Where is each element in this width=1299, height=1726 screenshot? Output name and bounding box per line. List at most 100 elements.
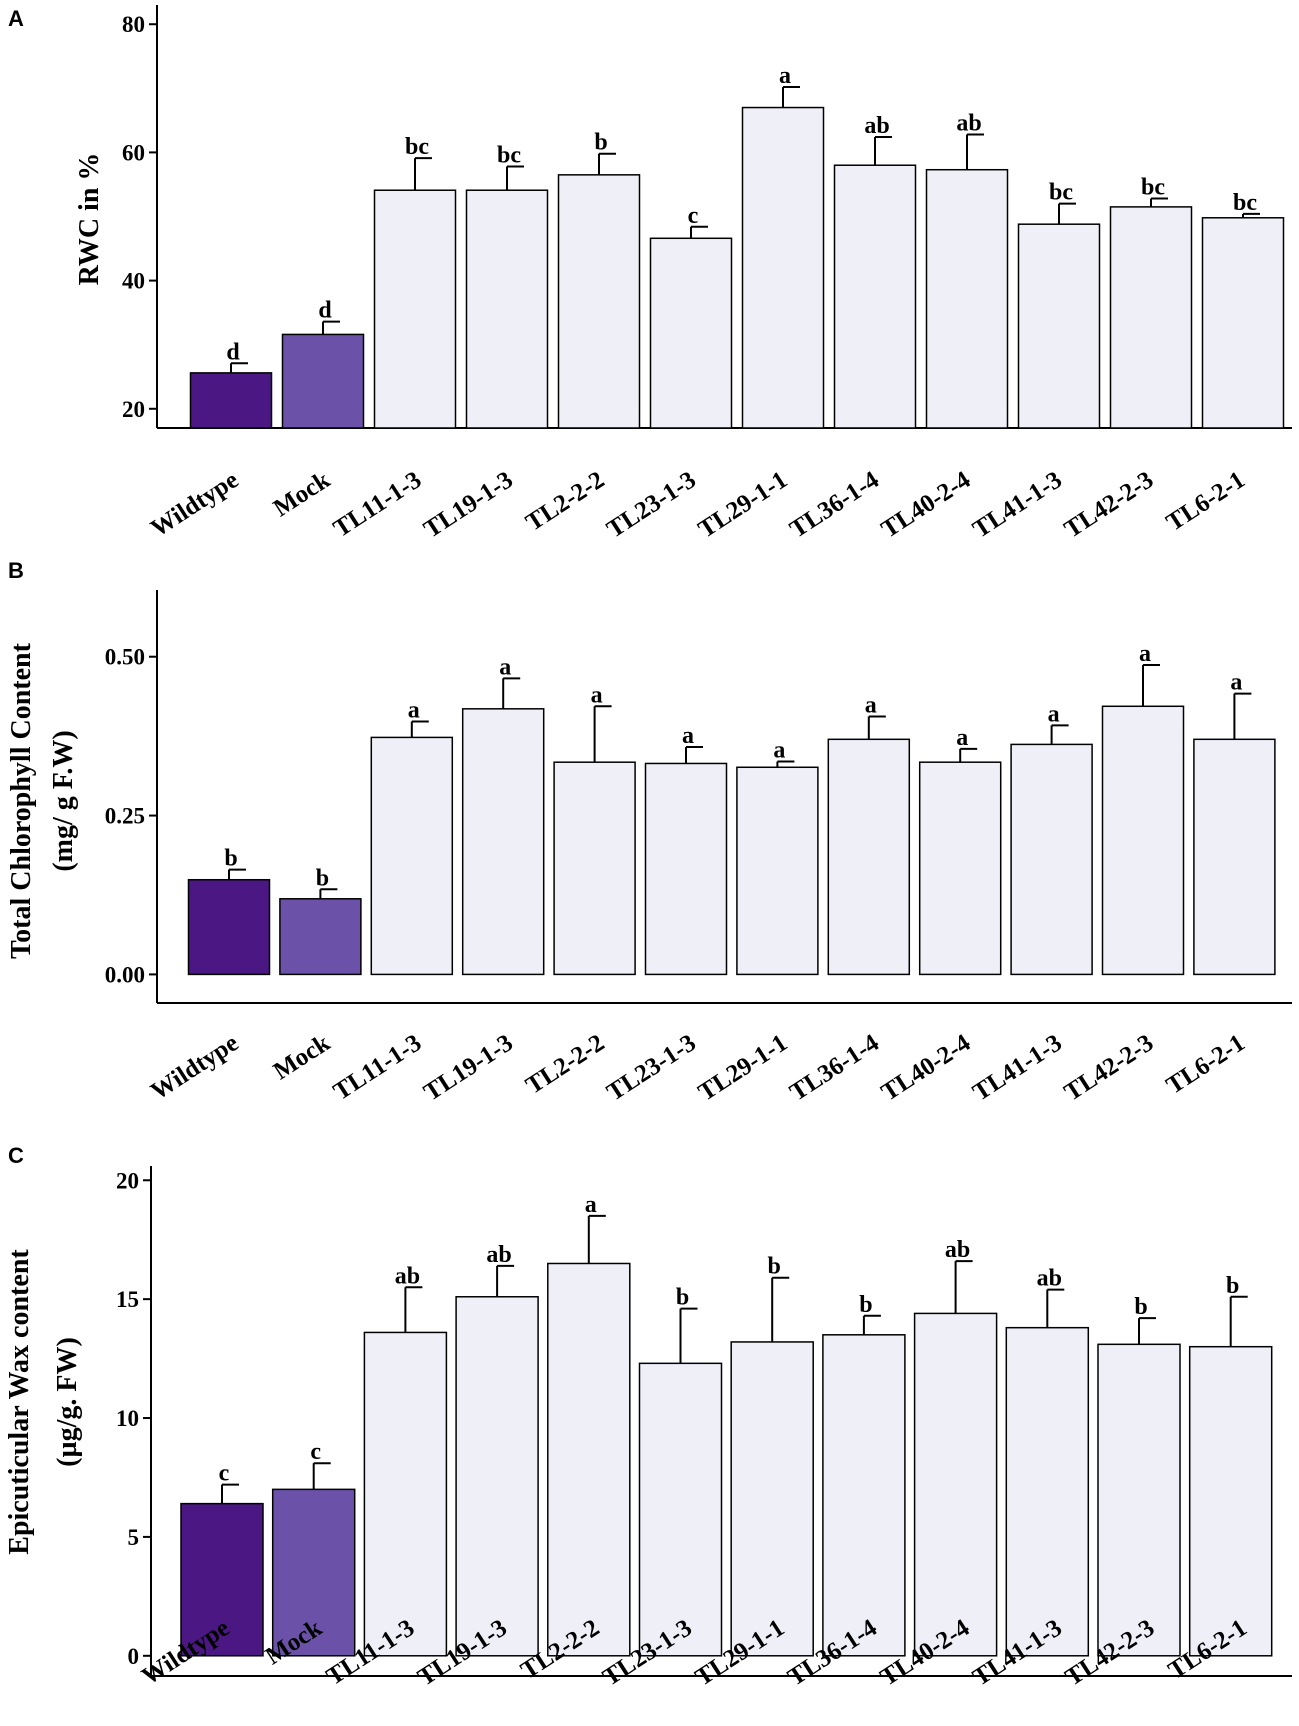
y-axis-title: Total Chlorophyll Content [6, 642, 37, 959]
category-label: TL6-2-1 [1162, 1029, 1250, 1099]
category-label: TL2-2-2 [521, 466, 609, 536]
category-label: TL19-1-3 [419, 1029, 518, 1106]
panel-letter: C [8, 1143, 24, 1168]
bar-tl11-1-3 [370, 736, 454, 976]
bar-tl2-2-2 [553, 761, 636, 976]
y-tick-label: 0.25 [105, 804, 145, 829]
y-tick-label: 20 [116, 1168, 139, 1193]
significance-letter: b [316, 865, 329, 891]
significance-letter: ab [956, 110, 981, 136]
category-label: TL11-1-3 [329, 466, 426, 542]
y-axis-subtitle: (µg/g. FW) [52, 1337, 83, 1467]
bar-tl40-2-4 [925, 168, 1009, 429]
bar-tl2-2-2 [547, 1262, 631, 1657]
significance-letter: bc [1233, 190, 1257, 216]
y-tick-label: 0 [128, 1644, 140, 1669]
category-label: TL36-1-4 [785, 1029, 884, 1106]
significance-letter: b [676, 1285, 689, 1311]
bar-tl36-1-4 [827, 738, 911, 976]
category-label: TL42-2-3 [1060, 1029, 1159, 1106]
significance-letter: c [688, 203, 699, 229]
bar-wildtype [187, 878, 271, 976]
significance-letter: b [594, 130, 607, 156]
significance-letter: bc [405, 134, 429, 160]
bar-tl11-1-3 [373, 189, 457, 429]
bar-tl42-2-3 [1109, 206, 1193, 429]
category-label: TL41-1-3 [968, 1029, 1067, 1106]
category-label: Wildtype [146, 466, 243, 542]
y-tick-label: 5 [128, 1525, 140, 1550]
significance-letter: ab [864, 113, 889, 139]
significance-letter: a [1048, 701, 1060, 727]
y-tick-label: 80 [122, 12, 145, 37]
significance-letter: ab [486, 1242, 511, 1268]
significance-letter: b [768, 1254, 781, 1280]
bar-tl2-2-2 [557, 174, 641, 429]
panel-letter: B [8, 558, 24, 583]
bar-mock [279, 898, 362, 976]
significance-letter: b [1134, 1294, 1147, 1320]
significance-letter: bc [497, 143, 521, 169]
significance-letter: a [408, 698, 420, 724]
y-tick-label: 60 [122, 140, 145, 165]
bar-tl29-1-1 [741, 106, 825, 429]
y-tick-label: 15 [116, 1287, 139, 1312]
bar-tl42-2-3 [1097, 1343, 1181, 1657]
significance-letter: a [865, 692, 877, 718]
bar-tl23-1-3 [644, 762, 728, 976]
significance-letter: b [224, 846, 237, 872]
category-label: TL29-1-1 [694, 466, 793, 543]
y-axis-title: Epicuticular Wax content [4, 1249, 35, 1555]
significance-letter: ab [395, 1263, 420, 1289]
category-label: TL40-2-4 [877, 1029, 976, 1106]
bar-tl29-1-1 [730, 1341, 814, 1657]
category-label: TL36-1-4 [785, 466, 884, 543]
bar-tl40-2-4 [918, 761, 1002, 976]
bar-tl19-1-3 [455, 1296, 539, 1657]
significance-letter: a [499, 654, 511, 680]
significance-letter: a [585, 1192, 597, 1218]
significance-letter: a [682, 723, 694, 749]
significance-letter: d [318, 298, 332, 324]
significance-letter: a [1230, 670, 1242, 696]
bar-tl19-1-3 [461, 708, 545, 976]
significance-letter: ab [1037, 1266, 1062, 1292]
bar-tl6-2-1 [1201, 217, 1285, 429]
significance-letter: a [779, 63, 791, 89]
category-label: TL41-1-3 [968, 466, 1067, 543]
bar-tl6-2-1 [1193, 738, 1276, 976]
chart-panel-b: B 0.00 0.25 0.50 Total Chlorophyll Content (m… [6, 558, 1292, 1106]
category-label: TL11-1-3 [329, 1029, 426, 1105]
significance-letter: bc [1049, 180, 1073, 206]
category-label: TL23-1-3 [602, 1029, 701, 1106]
category-label: Wildtype [146, 1029, 243, 1105]
bar-tl29-1-1 [736, 766, 819, 976]
bar-tl41-1-3 [1010, 743, 1093, 976]
bar-wildtype [180, 1502, 264, 1657]
bar-tl41-1-3 [1017, 223, 1101, 429]
category-label: Mock [269, 466, 335, 522]
significance-letter: a [591, 682, 603, 708]
significance-letter: bc [1141, 175, 1165, 201]
bar-tl40-2-4 [913, 1312, 998, 1657]
significance-letter: c [310, 1439, 321, 1465]
panel-letter: A [8, 6, 24, 31]
bar-tl36-1-4 [822, 1334, 906, 1657]
bar-tl36-1-4 [833, 164, 917, 429]
y-axis-title: RWC in % [74, 153, 105, 286]
bar-wildtype [189, 372, 273, 429]
y-tick-label: 40 [122, 269, 145, 294]
y-axis-subtitle: (mg/ g F.W) [48, 730, 79, 871]
category-label: TL23-1-3 [602, 466, 701, 543]
bar-tl11-1-3 [363, 1331, 448, 1657]
significance-letter: ab [945, 1237, 970, 1263]
y-tick-label: 20 [122, 397, 145, 422]
significance-letter: a [956, 725, 968, 751]
category-label: TL29-1-1 [694, 1029, 793, 1106]
category-label: TL19-1-3 [419, 466, 518, 543]
y-tick-label: 0.50 [105, 645, 145, 670]
bar-mock [281, 333, 365, 429]
category-label: TL42-2-3 [1060, 466, 1159, 543]
significance-letter: b [859, 1292, 872, 1318]
